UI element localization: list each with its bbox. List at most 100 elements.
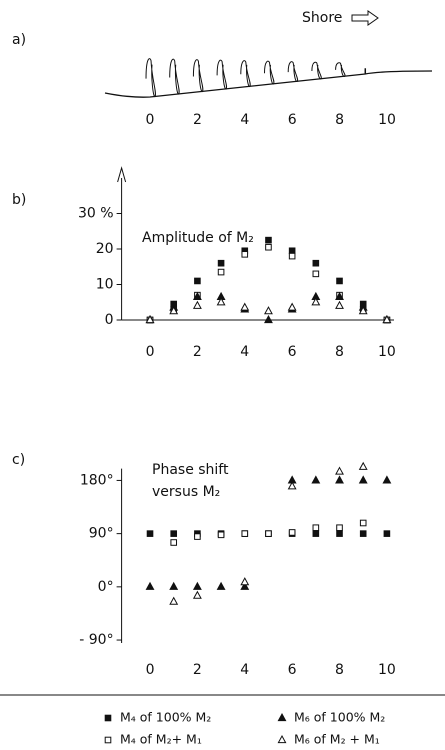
- legend-label: M₄ of M₂+ M₁: [120, 732, 202, 747]
- wave: [287, 61, 299, 82]
- x-tick-label: 4: [240, 344, 249, 360]
- data-point: [335, 291, 344, 301]
- legend-label: M₄ of 100% M₂: [120, 710, 211, 725]
- x-tick-label: 2: [193, 344, 202, 360]
- data-point: [288, 252, 296, 260]
- data-point: [311, 297, 321, 306]
- data-point: [217, 531, 225, 539]
- data-point: [359, 530, 367, 537]
- data-point: [216, 581, 226, 590]
- x-tick-label: 4: [240, 662, 249, 678]
- shore-arrow: [351, 10, 379, 26]
- data-point: [170, 539, 178, 546]
- y-tick-label: 180°: [80, 472, 114, 488]
- data-point: [336, 524, 343, 532]
- data-point: [312, 530, 320, 537]
- data-point: [240, 302, 250, 311]
- data-point: [169, 306, 179, 315]
- wave: [216, 59, 228, 90]
- legend-marker: [277, 734, 287, 744]
- y-tick-label: 0°: [98, 579, 114, 595]
- data-point: [217, 268, 225, 276]
- data-point: [312, 259, 320, 267]
- legend-marker: [277, 712, 287, 722]
- x-tick-label: 0: [146, 662, 155, 678]
- chart-title: Phase shift: [152, 462, 229, 478]
- x-tick-label: 10: [378, 344, 396, 360]
- x-tick-label: 2: [193, 112, 202, 128]
- y-tick-label: 0: [105, 312, 114, 328]
- wave: [264, 60, 275, 85]
- data-point: [288, 529, 296, 536]
- data-point: [145, 581, 155, 590]
- data-point: [241, 530, 249, 537]
- x-tick-label: 10: [378, 112, 396, 128]
- data-point: [335, 475, 344, 484]
- data-point: [382, 475, 392, 484]
- data-point: [311, 475, 321, 484]
- y-tick-label: 20: [96, 241, 114, 257]
- data-point: [358, 475, 368, 484]
- wave: [192, 59, 204, 93]
- data-point: [170, 530, 178, 537]
- data-point: [264, 314, 273, 324]
- y-tick-label: 30 %: [78, 206, 114, 222]
- x-tick-label: 10: [378, 662, 396, 678]
- y-tick-label: 10: [96, 277, 114, 293]
- data-point: [192, 291, 202, 301]
- data-point: [240, 581, 250, 590]
- data-point: [169, 596, 179, 605]
- data-point: [146, 530, 154, 537]
- data-point: [335, 300, 344, 309]
- data-point: [287, 302, 297, 311]
- x-tick-label: 8: [335, 344, 344, 360]
- data-point: [194, 533, 201, 540]
- x-tick-label: 6: [288, 112, 297, 128]
- wave: [169, 58, 180, 95]
- data-point: [145, 314, 155, 324]
- wave: [311, 61, 322, 80]
- data-point: [288, 247, 296, 255]
- data-point: [194, 277, 201, 285]
- data-point: [336, 530, 343, 537]
- chart-title: Amplitude of M₂: [142, 230, 254, 246]
- data-point: [192, 590, 202, 599]
- data-point: [312, 524, 320, 532]
- data-point: [169, 581, 179, 590]
- axis-arrow: [117, 166, 127, 183]
- x-tick-label: 4: [240, 112, 249, 128]
- data-point: [335, 466, 344, 475]
- panel-label: b): [12, 192, 26, 208]
- panel-label: c): [12, 452, 25, 468]
- data-point: [216, 297, 226, 306]
- data-point: [192, 581, 202, 590]
- data-point: [359, 519, 367, 527]
- wave: [145, 58, 156, 98]
- shore-label: Shore: [302, 10, 342, 26]
- x-tick-label: 6: [288, 662, 297, 678]
- legend-label: M₆ of M₂ + M₁: [294, 732, 380, 747]
- x-tick-label: 6: [288, 344, 297, 360]
- legend-marker: [104, 736, 112, 744]
- data-point: [265, 236, 272, 244]
- x-tick-label: 0: [146, 112, 155, 128]
- chart-title: versus M₂: [152, 484, 220, 500]
- data-point: [382, 314, 392, 324]
- wave: [240, 60, 251, 88]
- x-tick-label: 2: [193, 662, 202, 678]
- data-point: [265, 530, 272, 537]
- data-point: [265, 243, 272, 251]
- data-point: [240, 577, 250, 586]
- x-tick-label: 8: [335, 112, 344, 128]
- data-point: [241, 251, 249, 258]
- legend-label: M₆ of 100% M₂: [294, 710, 385, 725]
- x-tick-label: 8: [335, 662, 344, 678]
- panel-label: a): [12, 32, 26, 48]
- data-point: [358, 461, 368, 470]
- data-point: [383, 530, 391, 537]
- legend-marker: [104, 714, 112, 722]
- wave: [335, 62, 346, 77]
- data-point: [336, 277, 343, 285]
- data-point: [217, 259, 225, 267]
